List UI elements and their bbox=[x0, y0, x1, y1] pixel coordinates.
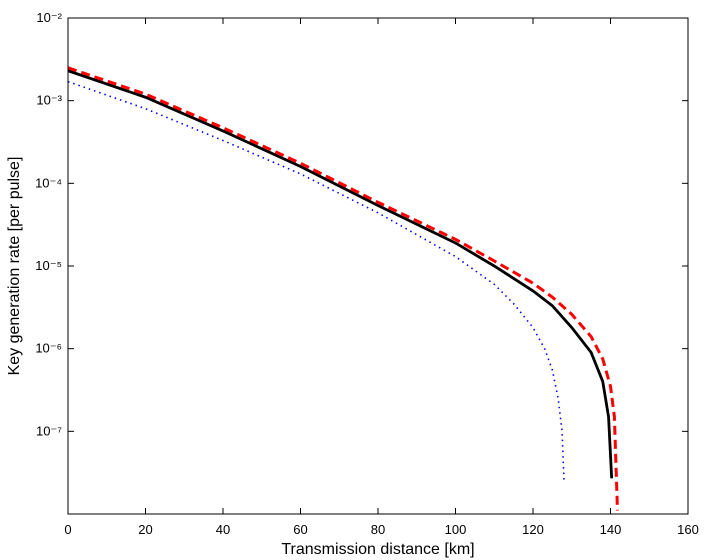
x-tick-label: 40 bbox=[216, 522, 230, 537]
x-tick-label: 0 bbox=[64, 522, 71, 537]
x-tick-label: 60 bbox=[293, 522, 307, 537]
x-tick-label: 120 bbox=[522, 522, 544, 537]
y-tick-label: 10⁻³ bbox=[36, 93, 62, 108]
y-tick-label: 10⁻⁴ bbox=[35, 175, 62, 190]
x-tick-label: 140 bbox=[600, 522, 622, 537]
x-axis-title: Transmission distance [km] bbox=[281, 541, 474, 558]
y-tick-label: 10⁻⁷ bbox=[36, 423, 62, 438]
y-tick-label: 10⁻⁵ bbox=[35, 258, 62, 273]
y-tick-label: 10⁻² bbox=[36, 10, 62, 25]
x-tick-label: 20 bbox=[138, 522, 152, 537]
plot-frame bbox=[67, 17, 689, 515]
x-tick-label: 80 bbox=[371, 522, 385, 537]
data-line bbox=[68, 66, 619, 511]
x-tick-label: 160 bbox=[677, 522, 699, 537]
y-axis-title: Key generation rate [per pulse] bbox=[6, 157, 23, 376]
data-line bbox=[68, 69, 614, 479]
x-tick-label: 100 bbox=[445, 522, 467, 537]
y-tick-label: 10⁻⁶ bbox=[35, 341, 62, 356]
